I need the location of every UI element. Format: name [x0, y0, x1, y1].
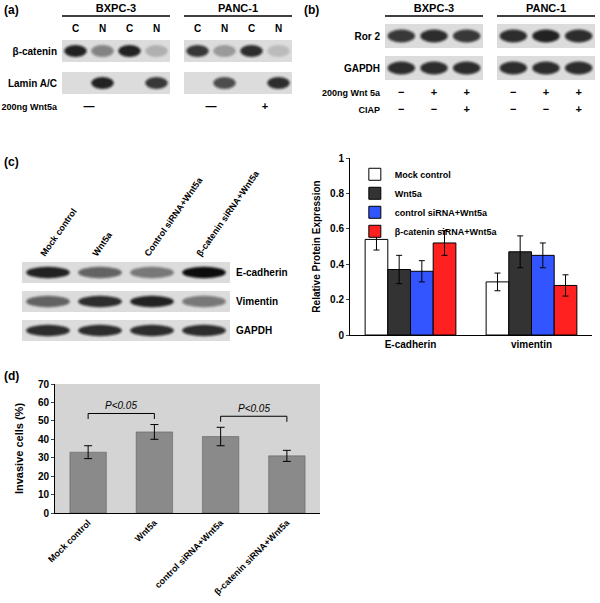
- svg-text:Mock control: Mock control: [38, 207, 78, 259]
- svg-text:10: 10: [38, 489, 50, 500]
- svg-text:control siRNA+Wnt5a: control siRNA+Wnt5a: [153, 517, 226, 590]
- svg-text:Control siRNA+Wnt5a: Control siRNA+Wnt5a: [142, 175, 205, 258]
- svg-text:BXPC-3: BXPC-3: [414, 2, 454, 14]
- svg-text:+: +: [575, 103, 581, 115]
- svg-text:0: 0: [338, 330, 344, 341]
- svg-text:C: C: [248, 23, 255, 34]
- svg-text:Relative Protein Expression: Relative Protein Expression: [311, 180, 322, 312]
- svg-text:N: N: [221, 23, 228, 34]
- svg-text:+: +: [543, 86, 549, 98]
- svg-text:+: +: [575, 86, 581, 98]
- svg-text:P<0.05: P<0.05: [238, 403, 270, 414]
- svg-text:GAPDH: GAPDH: [344, 63, 380, 74]
- svg-text:200ng Wnt 5a: 200ng Wnt 5a: [322, 88, 381, 98]
- svg-text:−: −: [510, 86, 516, 98]
- svg-text:Mock control: Mock control: [395, 170, 451, 180]
- svg-text:—: —: [84, 100, 95, 112]
- svg-text:0.8: 0.8: [330, 188, 344, 199]
- svg-text:Wnt5a: Wnt5a: [133, 517, 160, 544]
- svg-text:−: −: [398, 86, 404, 98]
- svg-text:Wnt5a: Wnt5a: [395, 189, 423, 199]
- svg-text:(c): (c): [4, 155, 19, 169]
- svg-text:β-catenin: β-catenin: [13, 46, 57, 57]
- svg-text:C: C: [126, 23, 133, 34]
- svg-text:GAPDH: GAPDH: [236, 325, 272, 336]
- svg-text:−: −: [510, 103, 516, 115]
- svg-text:E-cadherin: E-cadherin: [385, 339, 437, 350]
- svg-text:Lamin A/C: Lamin A/C: [8, 78, 57, 89]
- svg-text:20: 20: [38, 471, 50, 482]
- svg-text:C: C: [72, 23, 79, 34]
- svg-text:+: +: [463, 103, 469, 115]
- svg-text:70: 70: [38, 379, 50, 390]
- svg-text:Ror 2: Ror 2: [354, 31, 380, 42]
- svg-text:0: 0: [43, 508, 49, 519]
- svg-text:0.2: 0.2: [330, 294, 344, 305]
- svg-text:Invasive cells (%): Invasive cells (%): [13, 403, 25, 494]
- svg-text:N: N: [153, 23, 160, 34]
- svg-text:−: −: [398, 103, 404, 115]
- svg-text:—: —: [206, 100, 217, 112]
- svg-text:N: N: [99, 23, 106, 34]
- svg-text:N: N: [275, 23, 282, 34]
- svg-text:vimentin: vimentin: [511, 339, 552, 350]
- svg-text:PANC-1: PANC-1: [218, 2, 258, 14]
- svg-text:0.4: 0.4: [330, 259, 344, 270]
- svg-text:60: 60: [38, 397, 50, 408]
- svg-text:(b): (b): [304, 3, 319, 17]
- svg-text:(d): (d): [4, 369, 19, 383]
- svg-text:control siRNA+Wnt5a: control siRNA+Wnt5a: [395, 208, 488, 218]
- svg-text:β-catenin siRNA+Wnt5a: β-catenin siRNA+Wnt5a: [194, 168, 261, 258]
- svg-text:50: 50: [38, 415, 50, 426]
- svg-text:+: +: [431, 86, 437, 98]
- svg-text:200ng Wnt5a: 200ng Wnt5a: [1, 102, 58, 112]
- svg-text:BXPC-3: BXPC-3: [96, 2, 136, 14]
- svg-text:(a): (a): [4, 3, 19, 17]
- svg-text:30: 30: [38, 452, 50, 463]
- svg-text:β-catenin siRNA+Wnt5a: β-catenin siRNA+Wnt5a: [212, 517, 292, 597]
- svg-text:P<0.05: P<0.05: [105, 400, 137, 411]
- svg-text:β-catenin siRNA+Wnt5a: β-catenin siRNA+Wnt5a: [395, 227, 498, 237]
- svg-text:1: 1: [338, 153, 344, 164]
- svg-text:E-cadherin: E-cadherin: [236, 267, 288, 278]
- svg-text:Vimentin: Vimentin: [236, 296, 278, 307]
- svg-text:+: +: [262, 100, 268, 112]
- svg-text:C: C: [194, 23, 201, 34]
- svg-text:Mock control: Mock control: [46, 518, 93, 565]
- svg-text:Wnt5a: Wnt5a: [90, 229, 114, 258]
- svg-text:CIAP: CIAP: [358, 105, 380, 115]
- svg-text:0.6: 0.6: [330, 223, 344, 234]
- svg-text:PANC-1: PANC-1: [526, 2, 566, 14]
- svg-text:+: +: [463, 86, 469, 98]
- svg-text:40: 40: [38, 434, 50, 445]
- svg-text:−: −: [543, 103, 549, 115]
- svg-text:−: −: [431, 103, 437, 115]
